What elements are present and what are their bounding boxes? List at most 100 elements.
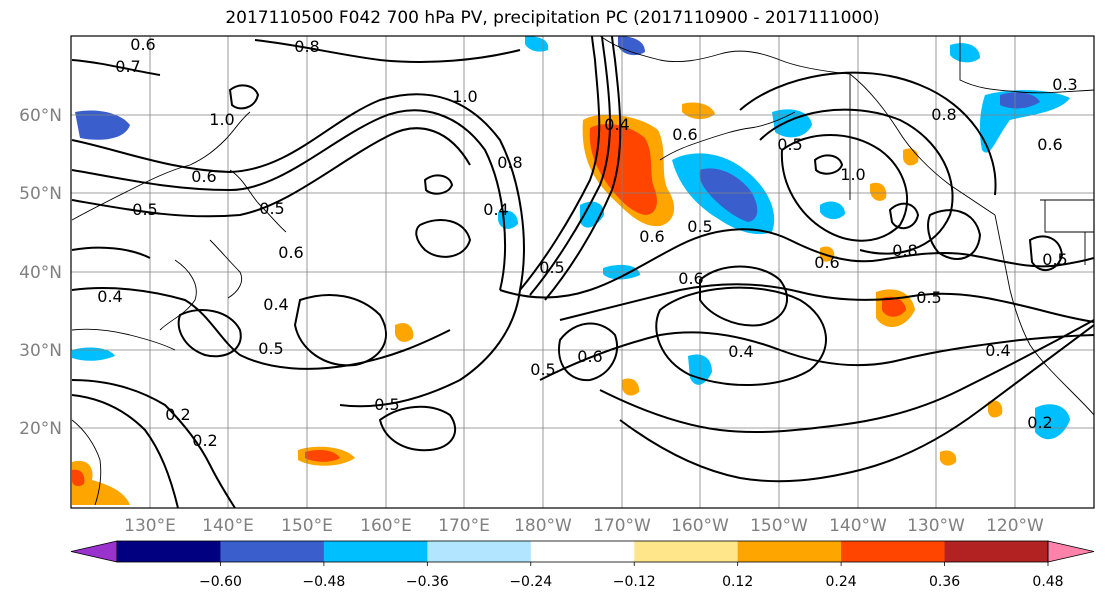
contour-label: 0.6 — [678, 269, 703, 288]
contour-label: 0.5 — [539, 258, 564, 277]
colorbar-tick-label: −0.48 — [302, 574, 345, 590]
shade-negative — [950, 43, 980, 63]
colorbar-segment — [841, 541, 946, 562]
contour-labels: 0.6 0.7 0.8 1.0 1.0 0.6 0.5 0.5 0.6 0.4 0.5 0.4 0.5 0… — [97, 35, 1077, 450]
contour-label: 0.4 — [97, 287, 122, 306]
precip-shading — [72, 36, 1070, 505]
shade-negative — [699, 168, 758, 222]
contour-label: 0.6 — [577, 347, 602, 366]
contour-label: 1.0 — [840, 165, 865, 184]
contour-label: 0.8 — [294, 37, 319, 56]
contour-label: 0.5 — [916, 288, 941, 307]
colorbar-extend-max — [1047, 540, 1095, 563]
shade-positive — [870, 182, 887, 201]
contour-label: 0.4 — [604, 115, 629, 134]
lon-label: 140°W — [829, 516, 887, 536]
shade-positive — [903, 148, 919, 166]
lon-label: 150°E — [281, 516, 333, 536]
colorbar-segment — [117, 541, 221, 562]
lat-label: 50°N — [19, 184, 62, 204]
contour-label: 0.6 — [278, 243, 303, 262]
lat-lon-grid — [71, 36, 1094, 508]
lon-label: 170°E — [438, 516, 490, 536]
shade-positive — [882, 296, 906, 317]
contour-label: 0.5 — [1042, 250, 1067, 269]
lon-label: 120°W — [986, 516, 1044, 536]
colorbar-extend-min — [70, 540, 118, 563]
lon-label: 160°E — [360, 516, 412, 536]
map-title: 2017110500 F042 700 hPa PV, precipitatio… — [225, 8, 880, 28]
contour-label: 0.4 — [728, 342, 753, 361]
lon-label: 140°E — [202, 516, 254, 536]
colorbar-segment — [530, 541, 635, 562]
lon-label: 170°W — [593, 516, 651, 536]
contour-label: 0.3 — [1052, 75, 1077, 94]
contour-label: 0.5 — [530, 360, 555, 379]
lat-label: 20°N — [19, 419, 62, 439]
lon-label: 130°W — [907, 516, 965, 536]
contour-label: 0.2 — [192, 431, 217, 450]
pv-contours — [71, 36, 1094, 508]
contour-label: 0.8 — [892, 241, 917, 260]
contour-label: 1.0 — [209, 110, 234, 129]
colorbar-segment — [323, 541, 428, 562]
lon-label: 150°W — [750, 516, 808, 536]
contour-label: 0.4 — [985, 341, 1010, 360]
contour-label: 0.4 — [483, 200, 508, 219]
contour-label: 1.0 — [452, 87, 477, 106]
shade-positive — [72, 469, 85, 487]
colorbar-tick-label: 0.48 — [1032, 574, 1063, 590]
contour-label: 0.6 — [672, 125, 697, 144]
map-frame — [70, 35, 1095, 509]
shade-positive — [622, 378, 640, 396]
shade-positive — [395, 323, 414, 342]
colorbar-tick-label: −0.36 — [406, 574, 449, 590]
coastlines — [71, 36, 1094, 506]
contour-label: 0.5 — [777, 135, 802, 154]
contour-label: 0.5 — [259, 199, 284, 218]
colorbar — [70, 540, 1095, 563]
lon-label: 130°E — [124, 516, 176, 536]
longitude-labels: 130°E 140°E 150°E 160°E 170°E 180°W 170°W 160°W… — [124, 516, 1044, 536]
colorbar-tick-label: 0.24 — [826, 574, 857, 590]
contour-label: 0.2 — [1027, 413, 1052, 432]
colorbar-segment — [427, 541, 532, 562]
lat-label: 30°N — [19, 341, 62, 361]
contour-label: 0.6 — [814, 253, 839, 272]
shade-negative — [525, 36, 549, 52]
colorbar-segment — [737, 541, 842, 562]
contour-label: 0.4 — [263, 295, 288, 314]
lat-label: 40°N — [19, 263, 62, 283]
contour-label: 0.8 — [497, 153, 522, 172]
colorbar-frame — [116, 540, 1049, 563]
colorbar-segment — [634, 541, 739, 562]
shade-positive — [682, 102, 715, 120]
shade-positive — [820, 246, 835, 262]
colorbar-segment — [944, 541, 1049, 562]
shade-positive — [305, 450, 340, 462]
lon-label: 180°W — [514, 516, 572, 536]
shade-positive — [940, 450, 957, 466]
shade-negative — [1000, 92, 1040, 109]
contour-label: 0.5 — [258, 339, 283, 358]
contour-label: 0.6 — [130, 35, 155, 54]
shade-negative — [75, 110, 130, 140]
colorbar-tick-label: 0.36 — [929, 574, 960, 590]
shade-negative — [618, 36, 645, 56]
colorbar-tick-labels: −0.60 −0.48 −0.36 −0.24 −0.12 0.12 0.24 0.36 0.4… — [199, 562, 1064, 590]
shade-positive — [589, 124, 657, 215]
colorbar-segment — [220, 541, 325, 562]
shade-positive — [72, 460, 130, 505]
lat-label: 60°N — [19, 106, 62, 126]
contour-label: 0.5 — [132, 200, 157, 219]
colorbar-tick-label: −0.12 — [613, 574, 656, 590]
latitude-labels: 60°N 50°N 40°N 30°N 20°N — [19, 106, 62, 439]
contour-label: 0.8 — [931, 105, 956, 124]
lon-label: 160°W — [671, 516, 729, 536]
colorbar-tick-label: −0.24 — [509, 574, 552, 590]
contour-label: 0.7 — [115, 57, 140, 76]
contour-label: 0.5 — [687, 217, 712, 236]
contour-label: 0.6 — [191, 167, 216, 186]
shade-negative — [72, 347, 115, 361]
